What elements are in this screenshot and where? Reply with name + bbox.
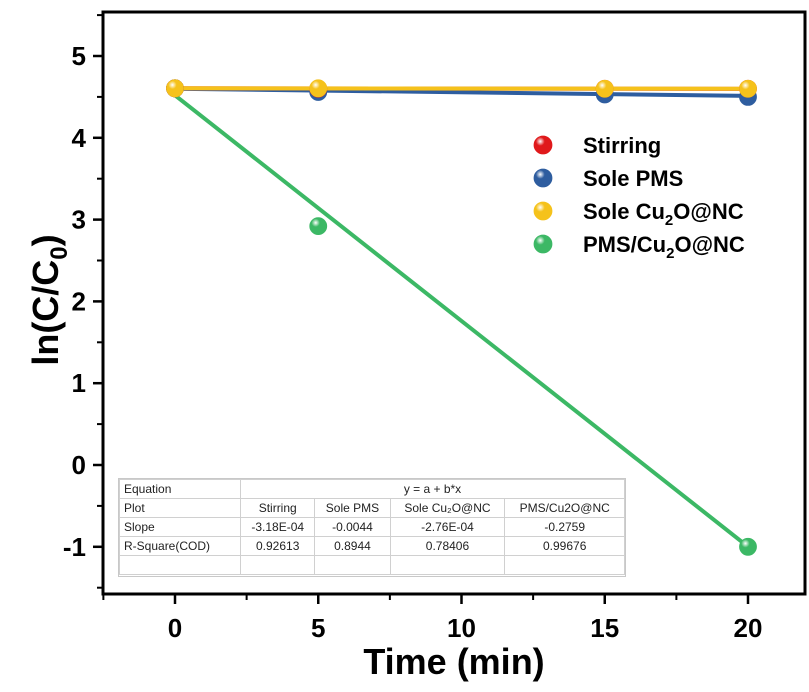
plot-col-sole-cu2o: Sole Cu₂O@NC bbox=[389, 498, 506, 518]
y-tick-label: 0 bbox=[72, 450, 86, 480]
empty-cell bbox=[504, 555, 625, 575]
data-points bbox=[166, 79, 757, 556]
legend-marker-stirring bbox=[533, 135, 553, 155]
slope-sole-cu2o: -2.76E-04 bbox=[389, 517, 506, 537]
legend-marker-sole-cu2o-nc bbox=[533, 201, 553, 221]
r2-stirring: 0.92613 bbox=[239, 536, 316, 556]
x-tick-label: 20 bbox=[734, 613, 763, 643]
r2-pms-cu2o: 0.99676 bbox=[504, 536, 625, 556]
plot-col-pms-cu2o: PMS/Cu2O@NC bbox=[504, 498, 625, 518]
plot-label: Plot bbox=[119, 498, 241, 518]
y-tick-label: 5 bbox=[72, 41, 86, 71]
fit-line-pms-cu2o-nc bbox=[173, 93, 750, 549]
slope-sole-pms: -0.0044 bbox=[314, 517, 391, 537]
fit-lines bbox=[173, 86, 750, 549]
table-row: Equation y = a + b*x bbox=[119, 479, 625, 499]
plot-frame bbox=[101, 10, 807, 596]
data-point-sole-cu2o-nc bbox=[309, 79, 328, 98]
legend-label-sole-cu2o-nc: Sole Cu2O@NC bbox=[583, 199, 744, 229]
equation-value: y = a + b*x bbox=[240, 479, 625, 499]
r2-sole-cu2o: 0.78406 bbox=[389, 536, 506, 556]
fit-table: Equation y = a + b*x Plot Stirring Sole … bbox=[119, 479, 625, 575]
table-row bbox=[119, 555, 625, 575]
y-tick-label: -1 bbox=[63, 532, 86, 562]
slope-stirring: -3.18E-04 bbox=[239, 517, 316, 537]
slope-label: Slope bbox=[119, 517, 241, 537]
legend-label-sole-pms: Sole PMS bbox=[583, 166, 683, 191]
y-tick-label: 2 bbox=[72, 286, 86, 316]
empty-cell bbox=[239, 555, 316, 575]
equation-label: Equation bbox=[119, 479, 241, 499]
slope-pms-cu2o: -0.2759 bbox=[504, 517, 625, 537]
empty-cell bbox=[314, 555, 391, 575]
y-axis-title-main: ln(C/C bbox=[25, 260, 66, 366]
y-tick-label: 1 bbox=[72, 368, 86, 398]
x-axis-title: Time (min) bbox=[363, 641, 544, 682]
plot-col-stirring: Stirring bbox=[239, 498, 316, 518]
x-tick-label: 10 bbox=[447, 613, 476, 643]
y-axis-ticks: -1 0 1 2 3 4 5 bbox=[63, 14, 103, 589]
x-axis-ticks: 0 5 10 15 20 bbox=[102, 594, 763, 643]
fit-results-table: Equation y = a + b*x Plot Stirring Sole … bbox=[118, 478, 626, 577]
table-row: R-Square(COD) 0.92613 0.8944 0.78406 0.9… bbox=[119, 536, 625, 556]
legend-label-stirring: Stirring bbox=[583, 133, 661, 158]
data-point-pms-cu2o-nc bbox=[309, 217, 328, 236]
x-tick-label: 15 bbox=[590, 613, 619, 643]
data-point-sole-cu2o-nc bbox=[166, 79, 184, 98]
legend-marker-pms-cu2o-nc bbox=[533, 234, 553, 254]
x-tick-label: 5 bbox=[311, 613, 325, 643]
x-tick-label: 0 bbox=[168, 613, 182, 643]
y-axis-title-close: ) bbox=[25, 234, 66, 246]
legend-marker-sole-pms bbox=[533, 168, 553, 188]
y-tick-label: 4 bbox=[72, 123, 87, 153]
data-point-pms-cu2o-nc bbox=[739, 537, 757, 556]
y-axis-title: ln(C/C0) bbox=[25, 234, 73, 365]
data-point-sole-cu2o-nc bbox=[739, 79, 757, 98]
table-row: Slope -3.18E-04 -0.0044 -2.76E-04 -0.275… bbox=[119, 517, 625, 537]
plot-col-sole-pms: Sole PMS bbox=[314, 498, 391, 518]
r2-sole-pms: 0.8944 bbox=[314, 536, 391, 556]
empty-cell bbox=[389, 555, 506, 575]
y-tick-label: 3 bbox=[72, 205, 86, 235]
legend-label-pms-cu2o-nc: PMS/Cu2O@NC bbox=[583, 232, 745, 262]
empty-cell bbox=[119, 555, 241, 575]
r2-label: R-Square(COD) bbox=[119, 536, 241, 556]
data-point-sole-cu2o-nc bbox=[595, 79, 614, 98]
table-row: Plot Stirring Sole PMS Sole Cu₂O@NC PMS/… bbox=[119, 498, 625, 518]
y-axis-title-sub: 0 bbox=[46, 246, 73, 259]
